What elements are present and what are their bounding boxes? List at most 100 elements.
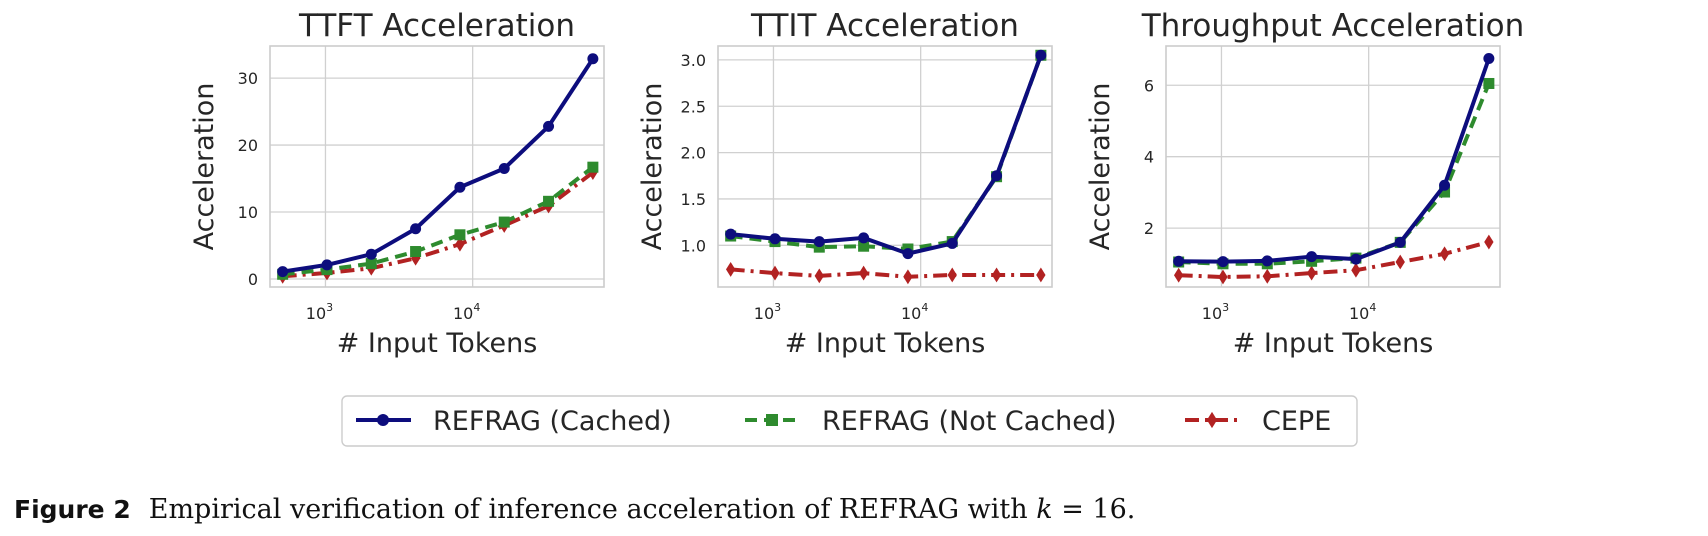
data-point bbox=[277, 266, 289, 278]
data-point bbox=[498, 216, 510, 228]
series-1 bbox=[725, 49, 1047, 260]
data-point bbox=[1351, 262, 1361, 278]
caption-value: = 16. bbox=[1052, 494, 1136, 525]
data-point bbox=[725, 261, 736, 277]
x-axis-label: # Input Tokens bbox=[1233, 328, 1434, 359]
tick-exponent: 4 bbox=[1369, 301, 1376, 314]
data-point bbox=[543, 195, 555, 207]
data-point bbox=[410, 246, 422, 258]
y-tick-label-1: 1.0 bbox=[681, 236, 706, 255]
y-tick-label-2: 10 bbox=[238, 203, 258, 222]
data-point bbox=[1261, 255, 1273, 267]
data-point bbox=[1483, 77, 1495, 89]
plot-frame bbox=[717, 45, 1053, 288]
series-line bbox=[730, 267, 1041, 279]
data-point bbox=[365, 258, 377, 270]
x-tick-label-1: 103 bbox=[754, 301, 781, 323]
y-tick-label-4: 2.5 bbox=[681, 97, 706, 116]
data-point bbox=[1173, 255, 1185, 267]
data-point bbox=[587, 53, 599, 65]
x-tick-label-1: 103 bbox=[306, 301, 333, 323]
data-point bbox=[1218, 269, 1228, 285]
data-point bbox=[454, 181, 466, 193]
data-point bbox=[321, 259, 333, 271]
tick-base: 10 bbox=[306, 304, 326, 323]
chart-title: Throughput Acceleration bbox=[1141, 8, 1525, 44]
chart-title: TTIT Acceleration bbox=[750, 8, 1019, 44]
y-axis-label: Acceleration bbox=[189, 83, 220, 251]
series-line bbox=[282, 170, 595, 279]
data-point bbox=[410, 250, 421, 266]
data-point bbox=[1035, 49, 1047, 61]
y-axis-label: Acceleration bbox=[1085, 83, 1116, 251]
tick-base: 10 bbox=[1202, 304, 1222, 323]
data-point bbox=[1036, 267, 1046, 283]
data-point bbox=[769, 233, 781, 245]
data-point bbox=[858, 232, 870, 244]
data-point bbox=[902, 248, 914, 260]
y-tick-label-3: 6 bbox=[1144, 76, 1154, 95]
x-tick-label-1: 103 bbox=[1202, 301, 1229, 323]
plot-frame bbox=[1165, 45, 1501, 288]
data-point bbox=[1439, 186, 1451, 198]
series-line bbox=[730, 54, 1043, 256]
figure-caption: Figure 2 Empirical verification of infere… bbox=[14, 494, 1135, 525]
series-line bbox=[282, 57, 595, 274]
tick-base: 10 bbox=[901, 304, 921, 323]
x-axis-label: # Input Tokens bbox=[785, 328, 986, 359]
plot-frame bbox=[269, 45, 605, 288]
data-point bbox=[1484, 234, 1494, 250]
tick-exponent: 4 bbox=[921, 301, 928, 314]
legend-entry-3: CEPE bbox=[1185, 406, 1331, 437]
legend-label: REFRAG (Cached) bbox=[433, 406, 672, 437]
y-tick-label-3: 20 bbox=[238, 136, 258, 155]
tick-exponent: 4 bbox=[473, 301, 480, 314]
legend-entry-1: REFRAG (Cached) bbox=[356, 406, 672, 437]
data-point bbox=[1173, 267, 1184, 283]
legend-entry-2: REFRAG (Not Cached) bbox=[745, 406, 1117, 437]
data-point bbox=[813, 236, 825, 248]
caption-label: Figure 2 bbox=[14, 495, 131, 524]
series-1 bbox=[277, 53, 599, 278]
data-point bbox=[814, 268, 824, 284]
legend-label: CEPE bbox=[1262, 406, 1331, 437]
data-point bbox=[991, 170, 1003, 182]
y-tick-label-5: 3.0 bbox=[681, 51, 706, 70]
data-point bbox=[858, 265, 869, 281]
data-point bbox=[1439, 246, 1450, 262]
tick-exponent: 3 bbox=[774, 301, 781, 314]
data-point bbox=[1350, 253, 1362, 265]
data-point bbox=[725, 228, 737, 240]
tick-base: 10 bbox=[453, 304, 473, 323]
series-3 bbox=[1173, 234, 1494, 285]
data-point bbox=[991, 267, 1002, 283]
legend-label: REFRAG (Not Cached) bbox=[822, 406, 1117, 437]
tick-exponent: 3 bbox=[1222, 301, 1229, 314]
tick-base: 10 bbox=[1349, 304, 1369, 323]
series-3 bbox=[725, 261, 1046, 285]
data-point bbox=[1306, 265, 1317, 281]
data-point bbox=[903, 269, 913, 285]
y-tick-label-3: 2.0 bbox=[681, 144, 706, 163]
data-point bbox=[1394, 236, 1406, 248]
series-1 bbox=[1173, 52, 1495, 268]
data-point bbox=[1439, 179, 1451, 191]
chart-title: TTFT Acceleration bbox=[298, 8, 575, 44]
data-point bbox=[1395, 254, 1405, 270]
legend-box bbox=[341, 395, 1358, 447]
data-point bbox=[813, 241, 825, 253]
tick-exponent: 3 bbox=[326, 301, 333, 314]
data-point bbox=[1262, 268, 1272, 284]
y-tick-label-2: 4 bbox=[1144, 148, 1154, 167]
data-point bbox=[454, 229, 466, 241]
y-tick-label-1: 2 bbox=[1144, 219, 1154, 238]
legend-swatch-marker bbox=[766, 414, 778, 426]
data-point bbox=[770, 265, 780, 281]
y-tick-label-4: 30 bbox=[238, 69, 258, 88]
x-tick-label-2: 104 bbox=[901, 301, 928, 323]
data-point bbox=[947, 267, 957, 283]
